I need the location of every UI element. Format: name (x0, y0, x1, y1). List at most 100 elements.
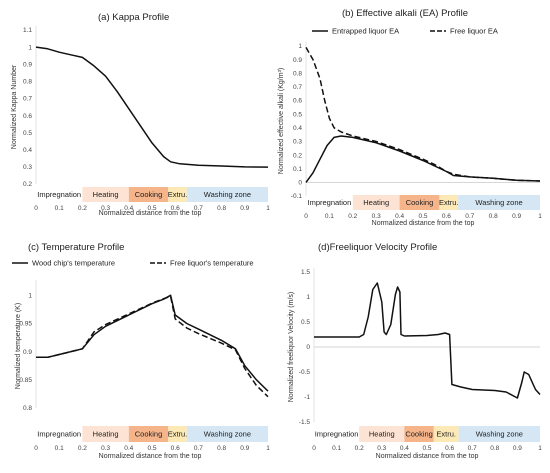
chart-b: (b) Effective alkali (EA) Profile -0.1 0 0.… (278, 8, 542, 227)
zone-label: Heating (369, 430, 395, 439)
x-tick-label: 0.6 (171, 205, 180, 212)
y-tick-label: 0.9 (23, 61, 32, 68)
series-line (36, 294, 269, 392)
y-tick-label: 0.3 (293, 139, 302, 146)
y-tick-label: 1 (306, 294, 310, 301)
x-tick-label: 0.6 (445, 445, 454, 452)
zone-band (186, 187, 268, 202)
zone-label: Cooking (405, 430, 433, 439)
x-tick-label: 0.7 (194, 205, 203, 212)
x-tick-label: 0.8 (217, 445, 226, 452)
y-tick-label: 0.6 (293, 98, 302, 105)
x-tick-label: 1 (266, 445, 270, 452)
x-tick-label: 0.9 (512, 213, 521, 220)
zone-label: Extru. (168, 430, 188, 439)
x-tick-label: 0.4 (124, 205, 133, 212)
zone-band (36, 187, 83, 202)
y-axis-label: Normalized temperature (K) (15, 303, 22, 389)
x-tick-label: 0.1 (332, 445, 341, 452)
y-tick-label: 0.3 (23, 164, 32, 171)
zone-band (168, 426, 187, 442)
chart-title: (b) Effective alkali (EA) Profile (342, 8, 468, 19)
y-tick-label: 0.8 (23, 405, 32, 412)
x-tick-label: 0.9 (240, 445, 249, 452)
series-line (305, 47, 541, 182)
series-line (36, 295, 269, 398)
y-tick-label: 0.4 (23, 147, 32, 154)
zone-label: Washing zone (476, 430, 523, 439)
x-tick-label: 0.1 (325, 213, 334, 220)
y-axis-label: Normalized effective alkali (Kg/m³) (278, 68, 285, 174)
x-axis-label: Normalized distance from the top (376, 453, 479, 460)
zone-label: Extru. (439, 198, 459, 207)
zone-label: Impregnation (37, 190, 81, 199)
x-tick-label: 0.3 (101, 445, 110, 452)
zone-band (458, 426, 540, 442)
zone-band (433, 426, 459, 442)
y-tick-label: 1.1 (23, 27, 32, 34)
x-tick-label: 0.1 (55, 205, 64, 212)
x-tick-label: 0.7 (465, 213, 474, 220)
y-axis-label: Normalized freeliquor Velocity (m/s) (288, 292, 295, 402)
zone-label: Washing zone (204, 430, 251, 439)
y-tick-label: 1.5 (301, 269, 310, 276)
zone-label: Washing zone (475, 198, 522, 207)
y-tick-label: 0.2 (293, 152, 302, 159)
x-tick-label: 0.8 (489, 213, 498, 220)
y-tick-label: -1 (304, 394, 310, 401)
zone-band (352, 195, 400, 210)
x-tick-label: 0.5 (422, 445, 431, 452)
legend-label: Entrapped liquor EA (332, 27, 399, 36)
x-tick-label: 0.7 (194, 445, 203, 452)
x-tick-label: 0.2 (348, 213, 357, 220)
y-tick-label: 1 (298, 43, 302, 50)
zone-band (399, 195, 440, 210)
x-tick-label: 0.1 (55, 445, 64, 452)
x-tick-label: 0.2 (355, 445, 364, 452)
x-tick-label: 0.8 (490, 445, 499, 452)
zone-band (82, 187, 129, 202)
x-tick-label: 0.3 (101, 205, 110, 212)
zone-label: Extru. (168, 190, 188, 199)
x-tick-label: 0.5 (147, 445, 156, 452)
x-axis-label: Normalized distance from the top (99, 210, 202, 217)
y-tick-label: -1.5 (299, 419, 311, 426)
y-tick-label: 1 (28, 44, 32, 51)
x-axis-label: Normalized distance from the top (99, 453, 202, 460)
x-tick-label: 0.9 (513, 445, 522, 452)
y-tick-label: 0.8 (293, 70, 302, 77)
x-tick-label: 0.4 (400, 445, 409, 452)
x-tick-label: 0.2 (78, 205, 87, 212)
zone-band (314, 426, 360, 442)
y-tick-label: 1 (28, 292, 32, 299)
zone-label: Cooking (135, 430, 163, 439)
x-tick-label: 1 (266, 205, 270, 212)
x-tick-label: 0.8 (217, 205, 226, 212)
legend-label: Wood chip's temperature (32, 259, 115, 268)
x-tick-label: 0.5 (147, 205, 156, 212)
y-tick-label: 0.7 (23, 96, 32, 103)
x-tick-label: 0.4 (124, 445, 133, 452)
y-tick-label: 0.4 (293, 125, 302, 132)
x-tick-label: 0 (34, 445, 38, 452)
chart-title: (c) Temperature Profile (28, 242, 124, 253)
chart-title: (d)Freeliquor Velocity Profile (318, 242, 437, 253)
zone-label: Heating (93, 430, 119, 439)
x-tick-label: 0.6 (442, 213, 451, 220)
zone-band (128, 426, 169, 442)
x-tick-label: 0.7 (468, 445, 477, 452)
x-tick-label: 0.3 (377, 445, 386, 452)
legend-label: Free liquor's temperature (170, 259, 254, 268)
zone-label: Extru. (436, 430, 456, 439)
chart-a: (a) Kappa Profile 0.2 0.3 0.4 0.5 0.6 0.7 0.8 0.… (11, 12, 270, 217)
zone-band (359, 426, 405, 442)
y-tick-label: 0.9 (23, 349, 32, 356)
zone-label: Heating (363, 198, 389, 207)
x-tick-label: 0.9 (240, 205, 249, 212)
zone-label: Washing zone (204, 190, 251, 199)
y-tick-label: 0.7 (293, 84, 302, 91)
y-axis-label: Normalized Kappa Number (11, 64, 18, 149)
y-tick-label: 0.6 (23, 113, 32, 120)
x-tick-label: 0 (312, 445, 316, 452)
